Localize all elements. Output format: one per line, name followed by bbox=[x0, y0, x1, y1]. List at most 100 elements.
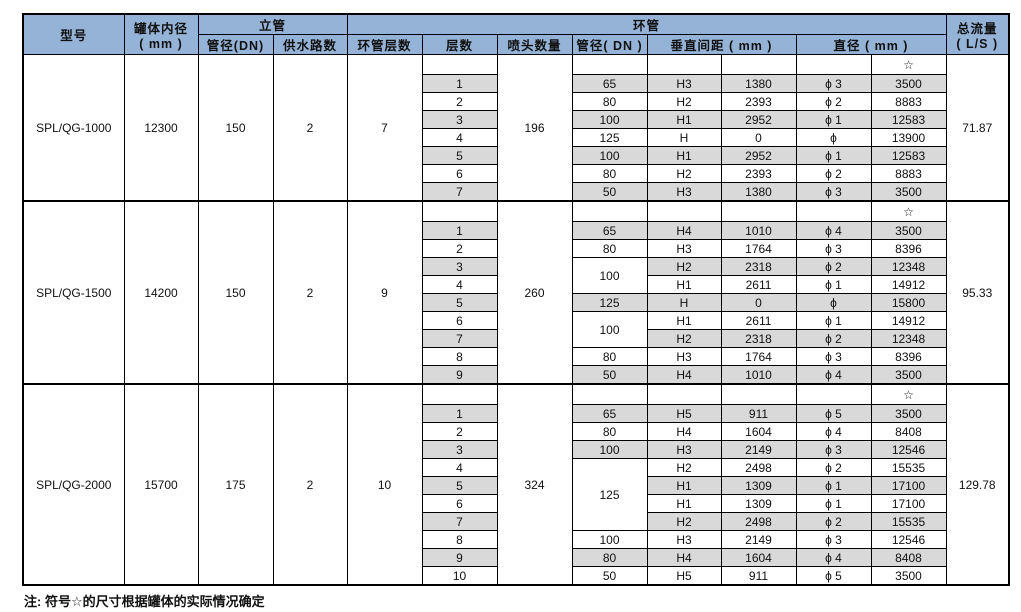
layer-cell: 1 bbox=[421, 74, 498, 93]
h-cell: H bbox=[646, 293, 722, 312]
ring-dn-cell: 50 bbox=[571, 566, 648, 586]
table-row: 4 125 H 0 ϕ 13900 bbox=[23, 128, 1009, 147]
footnote: 注: 符号☆的尺寸根据罐体的实际情况确定 bbox=[24, 594, 265, 609]
model-cell: SPL/QG-2000 bbox=[22, 383, 125, 586]
h-cell: H3 bbox=[646, 347, 722, 366]
layer-cell-empty bbox=[421, 383, 498, 405]
distance-cell: 1010 bbox=[720, 365, 797, 385]
h-cell: H1 bbox=[646, 275, 722, 294]
riser-dn-cell: 150 bbox=[197, 200, 274, 385]
supply-cell: 2 bbox=[272, 200, 348, 385]
layer-cell: 2 bbox=[421, 92, 498, 111]
h-cell-empty bbox=[646, 383, 722, 405]
phi-cell: ϕ 2 bbox=[795, 92, 872, 111]
diameter-cell: 13900 bbox=[870, 128, 947, 147]
ring-dn-cell: 100 bbox=[571, 530, 648, 549]
table-row: 4 H1 2611 ϕ 1 14912 bbox=[23, 275, 1009, 294]
distance-cell: 0 bbox=[720, 128, 797, 147]
model-group: SPL/QG-1000 12300 150 2 7 196 ☆ 71.87 1 65 H3 1380 ϕ… bbox=[22, 54, 1010, 202]
h-cell: H3 bbox=[646, 74, 722, 93]
ring-dn-cell: 100 bbox=[571, 257, 648, 294]
layer-cell: 7 bbox=[421, 329, 498, 348]
phi-cell: ϕ 3 bbox=[795, 182, 872, 202]
diameter-cell: 17100 bbox=[870, 494, 947, 513]
ring-dn-cell: 65 bbox=[571, 74, 648, 93]
header-diameter: 直径 ( mm ) bbox=[795, 34, 947, 55]
diameter-cell: 8396 bbox=[870, 347, 947, 366]
model-cell: SPL/QG-1500 bbox=[22, 200, 125, 385]
diameter-cell: 8396 bbox=[870, 239, 947, 258]
table-row: 7 H2 2318 ϕ 2 12348 bbox=[23, 329, 1009, 348]
model-group: SPL/QG-2000 15700 175 2 10 324 ☆ 129.78 1 65 H5 911… bbox=[22, 383, 1010, 586]
header-tank-unit: ( mm ) bbox=[139, 37, 183, 51]
distance-cell: 2498 bbox=[720, 512, 797, 531]
phi-cell: ϕ bbox=[795, 128, 872, 147]
phi-cell: ϕ 1 bbox=[795, 110, 872, 129]
layer-cell: 3 bbox=[421, 257, 498, 276]
spec-table: 型号 罐体内径( mm ) 立管 环管 总流量( L/S ) 管径(DN) 供水… bbox=[22, 13, 1010, 586]
ring-dn-cell: 50 bbox=[571, 182, 648, 202]
star-cell: ☆ bbox=[870, 383, 947, 405]
ring-dn-cell: 100 bbox=[571, 110, 648, 129]
diameter-cell: 15800 bbox=[870, 293, 947, 312]
ring-dn-cell: 80 bbox=[571, 548, 648, 567]
diameter-cell: 3500 bbox=[870, 365, 947, 385]
layer-cell: 10 bbox=[421, 566, 498, 586]
h-cell: H2 bbox=[646, 329, 722, 348]
header-riser: 立管 bbox=[197, 13, 348, 35]
distance-cell: 2318 bbox=[720, 257, 797, 276]
phi-cell: ϕ 2 bbox=[795, 512, 872, 531]
diameter-cell: 3500 bbox=[870, 404, 947, 423]
phi-cell-empty bbox=[795, 200, 872, 222]
layer-cell: 9 bbox=[421, 365, 498, 385]
supply-cell: 2 bbox=[272, 383, 348, 586]
phi-cell: ϕ 2 bbox=[795, 164, 872, 183]
phi-cell: ϕ 5 bbox=[795, 566, 872, 586]
phi-cell: ϕ 4 bbox=[795, 365, 872, 385]
layer-cell: 7 bbox=[421, 182, 498, 202]
ring-dn-cell: 65 bbox=[571, 404, 648, 423]
header-nozzles: 喷头数量 bbox=[496, 34, 573, 55]
distance-cell: 911 bbox=[720, 404, 797, 423]
h-cell: H3 bbox=[646, 440, 722, 459]
supply-cell: 2 bbox=[272, 54, 348, 202]
diameter-cell: 3500 bbox=[870, 182, 947, 202]
table-row: 3 100 H2 2318 ϕ 2 12348 bbox=[23, 257, 1009, 294]
ring-dn-cell: 65 bbox=[571, 221, 648, 240]
header-flow-unit: ( L/S ) bbox=[956, 37, 999, 51]
distance-cell: 2149 bbox=[720, 530, 797, 549]
header-tank-diameter-label: 罐体内径 bbox=[133, 22, 188, 36]
star-row: SPL/QG-1500 14200 150 2 9 260 ☆ 95.33 bbox=[22, 200, 1010, 385]
layer-cell: 2 bbox=[421, 239, 498, 258]
header-total-flow: 总流量( L/S ) bbox=[945, 13, 1010, 55]
layer-cell-empty bbox=[421, 54, 498, 75]
layer-cell: 4 bbox=[421, 275, 498, 294]
layer-cell: 6 bbox=[421, 164, 498, 183]
table-row: 6 80 H2 2393 ϕ 2 8883 bbox=[23, 164, 1009, 183]
h-cell: H1 bbox=[646, 146, 722, 165]
h-cell: H bbox=[646, 128, 722, 147]
star-row: SPL/QG-2000 15700 175 2 10 324 ☆ 129.78 bbox=[22, 383, 1010, 586]
h-cell: H5 bbox=[646, 566, 722, 586]
diameter-cell: 12546 bbox=[870, 530, 947, 549]
h-cell-empty bbox=[646, 54, 722, 75]
diameter-cell: 12348 bbox=[870, 257, 947, 276]
phi-cell: ϕ 1 bbox=[795, 275, 872, 294]
table-row: 8 100 H3 2149 ϕ 3 12546 bbox=[23, 530, 1009, 549]
table-row: 7 50 H3 1380 ϕ 3 3500 bbox=[23, 182, 1009, 202]
distance-cell: 1380 bbox=[720, 74, 797, 93]
layer-cell: 4 bbox=[421, 458, 498, 477]
diameter-cell: 12583 bbox=[870, 146, 947, 165]
phi-cell: ϕ 2 bbox=[795, 458, 872, 477]
h-cell-empty bbox=[646, 200, 722, 222]
diameter-cell: 12583 bbox=[870, 110, 947, 129]
table-row: 6 H1 1309 ϕ 1 17100 bbox=[23, 494, 1009, 513]
ring-dn-cell-empty bbox=[571, 383, 648, 405]
diameter-cell: 15535 bbox=[870, 458, 947, 477]
distance-cell-empty bbox=[720, 383, 797, 405]
distance-cell: 1764 bbox=[720, 347, 797, 366]
distance-cell: 2393 bbox=[720, 92, 797, 111]
flow-cell: 129.78 bbox=[945, 383, 1010, 586]
table-row: 5 100 H1 2952 ϕ 1 12583 bbox=[23, 146, 1009, 165]
distance-cell: 1380 bbox=[720, 182, 797, 202]
